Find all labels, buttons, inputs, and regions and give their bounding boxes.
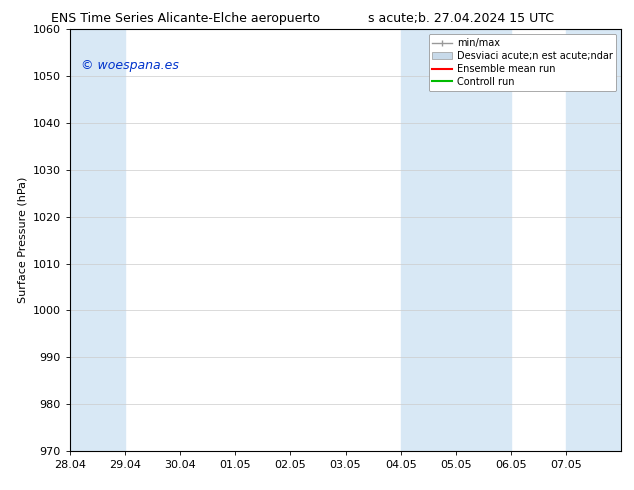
- Bar: [70, 29, 125, 451]
- Text: ENS Time Series Alicante-Elche aeropuerto: ENS Time Series Alicante-Elche aeropuert…: [51, 12, 320, 25]
- Text: © woespana.es: © woespana.es: [81, 59, 179, 72]
- Text: s acute;b. 27.04.2024 15 UTC: s acute;b. 27.04.2024 15 UTC: [368, 12, 553, 25]
- Y-axis label: Surface Pressure (hPa): Surface Pressure (hPa): [17, 177, 27, 303]
- Bar: [566, 29, 621, 451]
- Legend: min/max, Desviaci acute;n est acute;ndar, Ensemble mean run, Controll run: min/max, Desviaci acute;n est acute;ndar…: [429, 34, 616, 91]
- Bar: [401, 29, 511, 451]
